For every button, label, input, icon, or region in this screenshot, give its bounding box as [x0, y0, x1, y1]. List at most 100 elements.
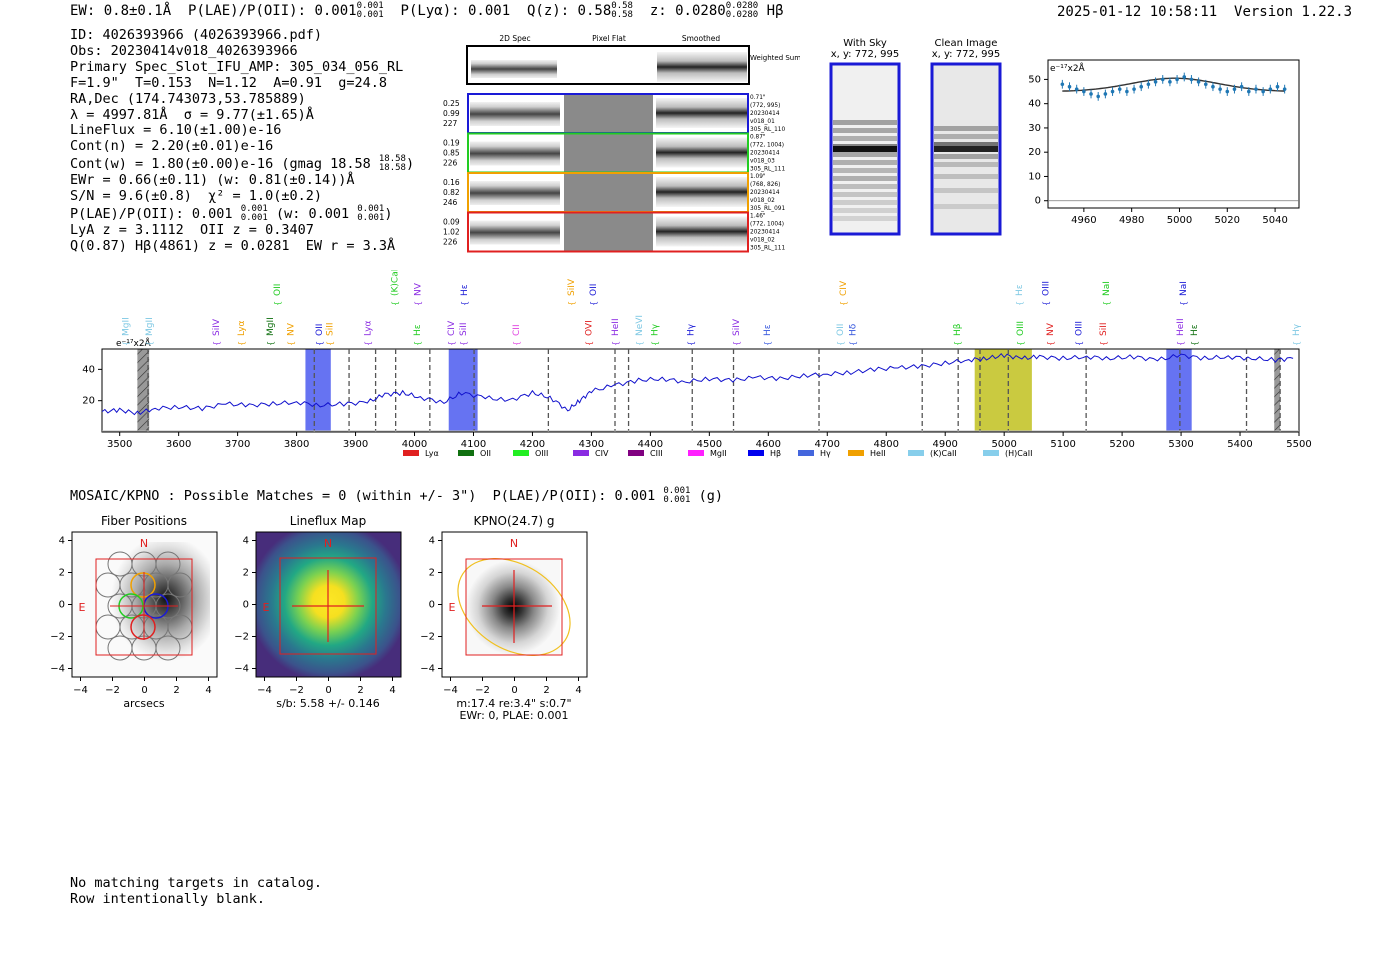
- spectrum-label-brace: {: [273, 301, 282, 306]
- legend-swatch: [628, 450, 644, 456]
- panel-xtick-label: −4: [443, 685, 458, 696]
- zoom-point: [1168, 80, 1172, 84]
- spectrum-line-label: Lyα: [363, 320, 373, 336]
- spectrum-label-brace: {: [363, 341, 372, 346]
- zoom-ytick-label: 30: [1028, 123, 1041, 134]
- spectrum-label-brace: {: [266, 341, 275, 346]
- panel-xtick-label: 0: [325, 685, 331, 696]
- col-pixel-flat: Pixel Flat: [592, 34, 626, 43]
- spectrum-line-label-upper: NaI: [1179, 281, 1189, 296]
- zoom-xtick-label: 5020: [1215, 215, 1240, 226]
- header-plae: P(LAE)/P(OII): 0.001: [188, 3, 357, 19]
- panel-ytick-label: −4: [420, 664, 435, 675]
- fiber-n: 226: [443, 238, 458, 247]
- spectrum-label-brace: {: [287, 341, 296, 346]
- zoom-xtick-label: 4960: [1071, 215, 1096, 226]
- legend-label: Hγ: [820, 449, 831, 458]
- panel-xtick-label: 2: [357, 685, 363, 696]
- footer-line1: No matching targets in catalog.: [70, 875, 322, 891]
- panel-ytick-label: 2: [59, 568, 65, 579]
- fiber-weight: 0.19: [443, 139, 460, 148]
- spectrum-label-brace: {: [315, 341, 324, 346]
- spectrum-line-label: SiII: [1099, 322, 1109, 336]
- spectra-cutouts: 2D Spec Pixel Flat Smoothed Weighted Sum…: [443, 34, 800, 253]
- fiber-info: 20230414: [750, 230, 780, 236]
- zoom-point: [1268, 87, 1273, 91]
- spectrum-line-label-upper: OII: [589, 284, 599, 296]
- legend-swatch: [688, 450, 704, 456]
- spectrum-line-label: SiIV: [732, 318, 742, 336]
- lineflux-box: [279, 557, 377, 655]
- panel-xtick-label: 4: [389, 685, 395, 696]
- fiber-info: 305_RL_111: [750, 167, 785, 173]
- legend-label: CIII: [650, 449, 663, 458]
- spectrum-label-brace: {: [849, 341, 858, 346]
- sky-band: [833, 208, 897, 213]
- spectrum-line-label-upper: NV: [413, 282, 423, 296]
- east-label: E: [79, 601, 86, 614]
- spectrum-line-label-upper: Hε: [460, 284, 470, 296]
- spectrum-xtick-label: 4300: [579, 439, 604, 450]
- zoom-unit-label: e⁻¹⁷x2Å: [1050, 62, 1086, 74]
- spectrum-label-brace: {: [1099, 341, 1108, 346]
- zoom-point: [1254, 87, 1258, 91]
- panel-xtick-label: 2: [173, 685, 179, 696]
- spectrum-line-label-upper: Hε: [1015, 284, 1025, 296]
- sky-band: [833, 184, 897, 189]
- sky-band: [833, 216, 897, 221]
- fiber-n: 227: [443, 119, 458, 128]
- spectrum-label-brace: {: [237, 341, 246, 346]
- spectrum-label-brace: {: [447, 341, 456, 346]
- spectrum-label-brace: {: [1046, 341, 1055, 346]
- spectrum-line-label-upper: OIII: [1041, 281, 1051, 296]
- north-label: N: [140, 537, 148, 550]
- fiber-smoothed: [656, 98, 748, 128]
- version: Version 1.22.3: [1234, 4, 1353, 20]
- weighted-smoothed: [657, 52, 747, 82]
- spectrum-line-label: OIII: [1016, 321, 1026, 336]
- kpno-xlabel: m:17.4 re:3.4" s:0.7": [456, 697, 571, 710]
- spectrum-line: [101, 352, 1294, 416]
- fiber-info: v018_02: [750, 198, 775, 204]
- spectrum-line-label: Lyα: [237, 320, 247, 336]
- spectrum-label-brace: {: [763, 341, 772, 346]
- spectrum-label-brace: {: [1292, 341, 1301, 346]
- zoom-point: [1089, 92, 1093, 96]
- spectrum-line-label: Hγ: [651, 323, 661, 336]
- kpno-image: [466, 560, 560, 655]
- zoom-point: [1189, 77, 1194, 82]
- zoom-ytick-label: 0: [1035, 196, 1041, 207]
- spectrum-xtick-label: 4200: [520, 439, 545, 450]
- with-sky-title: With Sky x, y: 772, 995: [830, 38, 900, 60]
- kpno-ellipse: [457, 557, 571, 657]
- legend-label: OIII: [535, 449, 548, 458]
- spectrum-axes: [101, 348, 1300, 433]
- legend-label: Lyα: [425, 449, 439, 458]
- panel-xtick-label: −4: [257, 685, 272, 696]
- panel-ytick-label: 4: [243, 536, 249, 547]
- legend-label: Hβ: [770, 449, 781, 458]
- clean-band: [934, 204, 998, 209]
- info-lineflux: LineFlux = 6.10(±1.00)e-16: [70, 122, 282, 139]
- fiber-positions-title: Fiber Positions: [101, 514, 187, 528]
- spectrum-label-brace: {: [589, 301, 598, 306]
- spectrum-line-label: NeVI: [635, 315, 645, 336]
- kpno-east-label: E: [449, 601, 456, 614]
- clean-band: [934, 154, 998, 159]
- zoom-point: [1060, 82, 1065, 87]
- fiber-pixel-flat: [564, 95, 653, 132]
- panel-ytick-label: 0: [429, 600, 435, 611]
- info-plae: P(LAE)/P(OII): 0.001 0.001 0.001 (w: 0.00…: [70, 204, 393, 224]
- image-panels: Fiber Positions N E arcsecs Lineflux Map…: [50, 514, 588, 722]
- spectrum-label-brace: {: [212, 341, 221, 346]
- spectrum-label-brace: {: [459, 341, 468, 346]
- spectrum-xtick-label: 3800: [284, 439, 309, 450]
- sky-band: [833, 168, 897, 173]
- fiber-smoothed: [656, 216, 748, 247]
- zoom-xtick-label: 5000: [1167, 215, 1192, 226]
- spectrum-xtick-label: 4600: [756, 439, 781, 450]
- fiber-circle-selected: [130, 572, 156, 598]
- sky-band: [833, 152, 897, 157]
- legend-label: (H)CaII: [1005, 449, 1032, 458]
- spectrum-line-label-upper: CIV: [839, 280, 849, 296]
